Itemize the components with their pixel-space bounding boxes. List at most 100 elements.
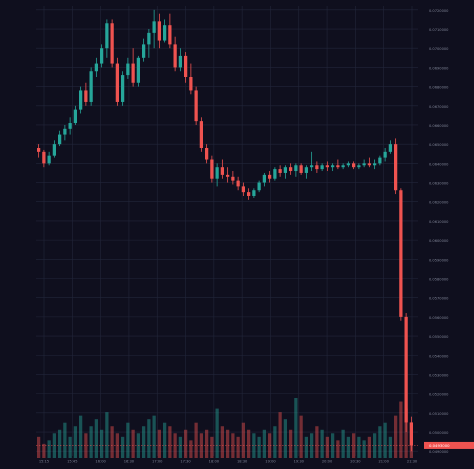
volume-bar — [152, 415, 156, 458]
volume-bar — [141, 426, 146, 458]
time-tick-label: 16:30 — [124, 460, 135, 464]
candle-body — [383, 151, 387, 158]
candle-body — [273, 169, 277, 179]
volume-bar — [257, 436, 261, 458]
candle-body — [136, 57, 141, 83]
candle-body — [399, 190, 403, 317]
volume-bar — [320, 429, 324, 458]
candle-body — [89, 71, 93, 102]
price-tick-label: 0.0540000 — [429, 354, 449, 358]
volume-bar — [42, 443, 46, 458]
price-tick-label: 0.0550000 — [429, 335, 449, 339]
candle-body — [346, 163, 351, 166]
candle-body — [294, 165, 298, 172]
price-tick-label: 0.0490000 — [429, 450, 449, 454]
price-tick-label: 0.0560000 — [429, 316, 449, 320]
time-tick-label: 15:45 — [67, 460, 77, 464]
candle-body — [388, 144, 393, 152]
price-tick-label: 0.0570000 — [429, 297, 449, 301]
candle-body — [315, 165, 319, 170]
volume-bar — [262, 429, 267, 458]
price-tick-label: 0.0580000 — [429, 277, 449, 281]
price-tick-label: 0.0590000 — [429, 258, 449, 262]
volume-bar — [189, 440, 193, 458]
candle-body — [357, 165, 361, 168]
candle-body — [78, 90, 83, 110]
candle-body — [210, 159, 214, 179]
price-tick-label: 0.0650000 — [429, 143, 449, 147]
volume-bar — [267, 433, 272, 458]
candle-body — [304, 167, 309, 173]
price-tick-label: 0.0670000 — [429, 105, 449, 109]
candle-body — [231, 176, 235, 181]
candle-body — [299, 165, 303, 173]
last-price-label: 0.0493000 — [429, 443, 450, 448]
volume-bar — [236, 436, 240, 458]
candle-body — [325, 165, 330, 168]
time-tick-label: 21:30 — [407, 460, 418, 464]
grid — [36, 6, 418, 456]
candle-body — [241, 186, 246, 193]
volume-bar — [372, 433, 377, 458]
candle-body — [393, 144, 398, 191]
candle-body — [189, 77, 193, 91]
candle-body — [194, 90, 198, 122]
price-tick-label: 0.0520000 — [429, 393, 449, 397]
candle-body — [225, 174, 230, 177]
candle-body — [126, 63, 130, 76]
volume-bar — [309, 433, 314, 458]
volume-bar — [278, 412, 282, 458]
price-tick-label: 0.0500000 — [429, 431, 449, 435]
volume-bar — [57, 429, 62, 458]
candle-body — [99, 48, 104, 64]
price-tick-label: 0.0640000 — [429, 162, 449, 166]
time-tick-label: 15:15 — [39, 460, 49, 464]
volume-bar — [110, 426, 114, 458]
volume-bar — [241, 422, 246, 458]
price-tick-label: 0.0680000 — [429, 86, 449, 90]
candle-body — [215, 167, 219, 179]
candle-body — [267, 174, 272, 179]
volume-bar — [325, 436, 330, 458]
volume-bar — [204, 429, 209, 458]
time-axis: 15:15 15:45 16:00 16:30 17:00 17:30 18:00 18:30… — [39, 460, 418, 464]
volume-bar — [367, 436, 372, 458]
volume-bar — [194, 422, 198, 458]
candle-body — [278, 169, 282, 173]
candle-body — [162, 25, 167, 41]
candle-body — [52, 144, 57, 156]
volume-bar — [94, 419, 99, 458]
candle-body — [68, 123, 72, 129]
candle-body — [141, 44, 146, 58]
volume-bar — [220, 426, 225, 458]
volume-bar — [246, 429, 251, 458]
candle-body — [120, 75, 125, 102]
price-tick-label: 0.0690000 — [429, 66, 449, 70]
price-tick-label: 0.0700000 — [429, 47, 449, 51]
volume-bar — [273, 426, 277, 458]
candle-body — [262, 174, 267, 183]
time-tick-label: 16:00 — [95, 460, 106, 464]
candle-body — [178, 55, 183, 68]
volume-bar — [357, 436, 361, 458]
volume-bar — [346, 436, 351, 458]
volume-bar — [157, 429, 162, 458]
volume-bar — [383, 422, 387, 458]
candle-body — [110, 23, 114, 64]
candle-body — [309, 165, 314, 168]
price-tick-label: 0.0620000 — [429, 201, 449, 205]
volume-bar — [168, 426, 172, 458]
candle-body — [73, 109, 78, 124]
volume-bar — [315, 426, 319, 458]
volume-bar — [147, 419, 151, 458]
volume-bar — [210, 436, 214, 458]
candle-body — [362, 163, 366, 166]
candle-body — [157, 21, 162, 41]
volume-bar — [336, 440, 340, 458]
price-tick-label: 0.0610000 — [429, 220, 449, 224]
candle-body — [351, 163, 356, 168]
candle-body — [320, 165, 324, 170]
candle-body — [131, 63, 135, 83]
volume-bar — [231, 433, 235, 458]
candle-body — [47, 155, 51, 164]
